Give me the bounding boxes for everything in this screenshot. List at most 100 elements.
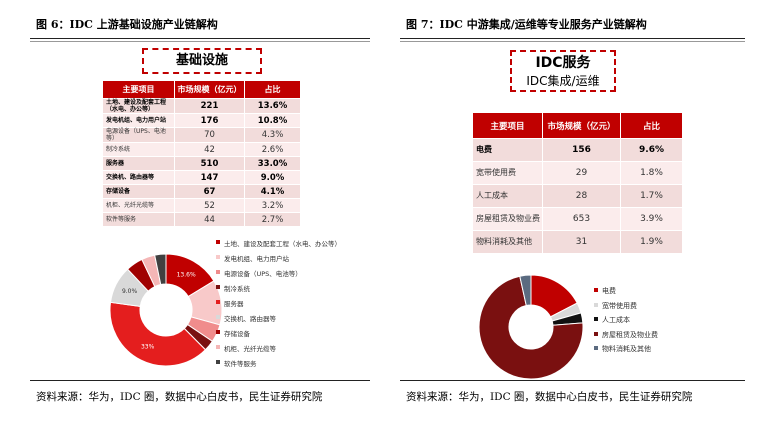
header-item: 主要项目 bbox=[472, 112, 543, 139]
row-share: 13.6% bbox=[244, 98, 301, 114]
section-title-box: IDC服务 IDC集成/运维 bbox=[510, 50, 616, 92]
row-share: 9.0% bbox=[244, 170, 301, 185]
row-item-name: 宽带使用费 bbox=[472, 161, 543, 185]
row-market-size: 510 bbox=[174, 156, 245, 171]
table-row: 电费 156 9.6% bbox=[472, 138, 683, 162]
pie-slice bbox=[109, 301, 207, 367]
row-share: 33.0% bbox=[244, 156, 301, 171]
row-share: 4.1% bbox=[244, 184, 301, 199]
section-title-box: 基础设施 bbox=[142, 48, 262, 74]
row-item-name: 服务器 bbox=[102, 156, 175, 171]
legend-label: 电费 bbox=[602, 287, 616, 295]
legend-label: 机柜、光纤光缆等 bbox=[224, 345, 276, 353]
row-item-name: 软件等服务 bbox=[102, 212, 175, 227]
table-row: 存储设备 67 4.1% bbox=[102, 184, 301, 199]
row-item-name: 人工成本 bbox=[472, 184, 543, 208]
top-rule-thin bbox=[400, 41, 745, 42]
services-legend: 电费 宽带使用费 人工成本 房屋租赁及物业费 物料消耗及其他 bbox=[594, 286, 744, 376]
legend-label: 交换机、路由器等 bbox=[224, 315, 276, 323]
infrastructure-legend: 土地、建设及配套工程（水电、办公等） 发电机组、电力用户站 电源设备（UPS、电池等… bbox=[216, 238, 366, 378]
header-item: 主要项目 bbox=[102, 80, 175, 99]
table-row: 交换机、路由器等 147 9.0% bbox=[102, 170, 301, 185]
pie-data-label: 9.0% bbox=[122, 288, 138, 295]
row-market-size: 67 bbox=[174, 184, 245, 199]
row-market-size: 653 bbox=[542, 207, 621, 231]
row-item-name: 交换机、路由器等 bbox=[102, 170, 175, 185]
figure-title: 图 7：IDC 中游集成/运维等专业服务产业链解构 bbox=[406, 18, 647, 31]
legend-swatch bbox=[216, 330, 220, 334]
table-header-row: 主要项目 市场规模（亿元） 占比 bbox=[102, 80, 301, 99]
row-share: 1.8% bbox=[620, 161, 683, 185]
row-item-name: 制冷系统 bbox=[102, 142, 175, 157]
row-market-size: 156 bbox=[542, 138, 621, 162]
header-size: 市场规模（亿元） bbox=[542, 112, 621, 139]
row-market-size: 42 bbox=[174, 142, 245, 157]
legend-swatch bbox=[216, 345, 220, 349]
row-item-name: 物料消耗及其他 bbox=[472, 230, 543, 254]
bottom-rule bbox=[30, 380, 370, 381]
row-item-name: 电源设备（UPS、电池等） bbox=[102, 127, 175, 143]
legend-swatch bbox=[216, 255, 220, 259]
section-subtitle: IDC集成/运维 bbox=[526, 74, 600, 88]
table-row: 人工成本 28 1.7% bbox=[472, 184, 683, 208]
infrastructure-table: 主要项目 市场规模（亿元） 占比 土地、建设及配套工程（水电、办公等） 221 13… bbox=[102, 80, 301, 227]
row-share: 1.9% bbox=[620, 230, 683, 254]
table-row: 宽带使用费 29 1.8% bbox=[472, 161, 683, 185]
bottom-rule bbox=[400, 380, 745, 381]
row-market-size: 221 bbox=[174, 98, 245, 114]
table-header-row: 主要项目 市场规模（亿元） 占比 bbox=[472, 112, 683, 139]
legend-swatch bbox=[216, 300, 220, 304]
legend-label: 制冷系统 bbox=[224, 285, 250, 293]
row-item-name: 发电机组、电力用户站 bbox=[102, 113, 175, 128]
pie-slice bbox=[154, 253, 167, 286]
pie-data-label: 13.6% bbox=[177, 271, 196, 278]
header-share: 占比 bbox=[244, 80, 301, 99]
top-rule bbox=[30, 38, 370, 39]
row-share: 3.9% bbox=[620, 207, 683, 231]
row-share: 1.7% bbox=[620, 184, 683, 208]
row-item-name: 机柜、光纤光缆等 bbox=[102, 198, 175, 213]
row-share: 3.2% bbox=[244, 198, 301, 213]
legend-label: 服务器 bbox=[224, 300, 244, 308]
row-market-size: 29 bbox=[542, 161, 621, 185]
legend-label: 发电机组、电力用户站 bbox=[224, 255, 289, 263]
table-row: 服务器 510 33.0% bbox=[102, 156, 301, 171]
figure-6-panel: 图 6：IDC 上游基础设施产业链解构 基础设施 主要项目 市场规模（亿元） 占… bbox=[30, 16, 370, 416]
row-market-size: 44 bbox=[174, 212, 245, 227]
row-market-size: 176 bbox=[174, 113, 245, 128]
legend-label: 宽带使用费 bbox=[602, 301, 637, 310]
row-share: 10.8% bbox=[244, 113, 301, 128]
top-rule-thin bbox=[30, 41, 370, 42]
row-share: 2.6% bbox=[244, 142, 301, 157]
legend-swatch bbox=[216, 285, 220, 289]
figure-title: 图 6：IDC 上游基础设施产业链解构 bbox=[36, 18, 218, 31]
table-row: 发电机组、电力用户站 176 10.8% bbox=[102, 113, 301, 128]
table-row: 物料消耗及其他 31 1.9% bbox=[472, 230, 683, 254]
table-row: 土地、建设及配套工程（水电、办公等） 221 13.6% bbox=[102, 98, 301, 114]
pie-slice bbox=[519, 274, 532, 307]
table-row: 制冷系统 42 2.6% bbox=[102, 142, 301, 157]
table-row: 电源设备（UPS、电池等） 70 4.3% bbox=[102, 127, 301, 143]
row-market-size: 70 bbox=[174, 127, 245, 143]
row-item-name: 存储设备 bbox=[102, 184, 175, 199]
legend-label: 房屋租赁及物业费 bbox=[602, 330, 658, 339]
row-market-size: 28 bbox=[542, 184, 621, 208]
row-market-size: 31 bbox=[542, 230, 621, 254]
legend-swatch bbox=[594, 288, 598, 292]
header-share: 占比 bbox=[620, 112, 683, 139]
legend-swatch bbox=[594, 331, 598, 336]
legend-label: 存储设备 bbox=[224, 330, 250, 338]
legend-swatch bbox=[216, 240, 220, 244]
legend-label: 软件等服务 bbox=[224, 360, 257, 368]
section-title: 基础设施 bbox=[175, 53, 228, 68]
pie-data-label: 33% bbox=[141, 344, 155, 351]
legend-swatch bbox=[594, 317, 598, 321]
row-share: 4.3% bbox=[244, 127, 301, 143]
legend-label: 土地、建设及配套工程（水电、办公等） bbox=[224, 240, 341, 248]
legend-swatch bbox=[594, 302, 598, 307]
table-row: 软件等服务 44 2.7% bbox=[102, 212, 301, 227]
table-row: 机柜、光纤光缆等 52 3.2% bbox=[102, 198, 301, 213]
infrastructure-pie-chart: 13.6% 33% 9.0% bbox=[109, 253, 223, 367]
header-size: 市场规模（亿元） bbox=[174, 80, 245, 99]
table-row: 房屋租赁及物业费 653 3.9% bbox=[472, 207, 683, 231]
